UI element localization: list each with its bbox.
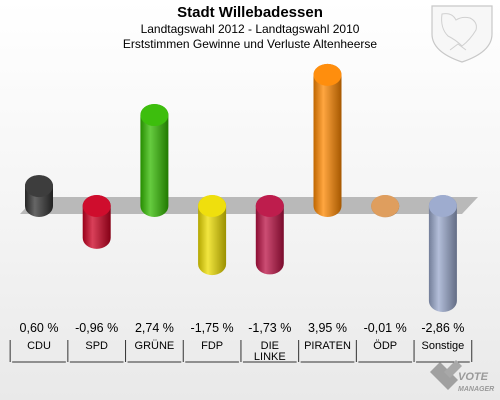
- bar-cap: [371, 195, 400, 217]
- category-label: Sonstige: [421, 340, 464, 352]
- value-label: -1,73 %: [248, 321, 291, 335]
- watermark-line-1: VOTE: [458, 371, 489, 383]
- bar-cap: [313, 63, 342, 86]
- category-label: SPD: [85, 340, 108, 352]
- coat-of-arms-logo: [431, 5, 493, 63]
- bar-cap: [25, 175, 53, 198]
- bar-piraten: [313, 63, 342, 218]
- bar-cap: [428, 195, 457, 217]
- bar-body: [140, 104, 169, 218]
- checkmark-x-icon: [430, 360, 462, 390]
- chart-title: Stadt Willebadessen: [177, 4, 323, 21]
- bar-body: [313, 63, 342, 218]
- bar-cap: [198, 195, 227, 217]
- category-label: FDP: [201, 340, 223, 352]
- bar-cap: [255, 195, 284, 217]
- bar-spd: [82, 195, 111, 249]
- bar-grüne: [140, 104, 169, 218]
- value-label: -2,86 %: [421, 321, 464, 335]
- value-label: -1,75 %: [191, 321, 234, 335]
- category-label: DIE: [261, 340, 279, 352]
- category-label: LINKE: [254, 351, 286, 363]
- category-label: GRÜNE: [135, 340, 175, 352]
- bar-body: [428, 195, 457, 312]
- watermark-line-2: MANAGER: [458, 386, 494, 393]
- bar-cap: [82, 195, 111, 217]
- category-label: ÖDP: [373, 340, 397, 352]
- value-label: 2,74 %: [135, 321, 174, 335]
- bar-ödp: [371, 195, 400, 218]
- bar-cdu: [25, 175, 53, 217]
- bar-sonstige: [428, 195, 457, 312]
- chart-subtitle-2: Erststimmen Gewinne und Verluste Altenhe…: [122, 37, 378, 51]
- zero-baseline-band: [20, 197, 478, 214]
- bar-die-linke: [255, 195, 284, 275]
- bar-cap: [140, 104, 169, 127]
- value-label: 3,95 %: [308, 321, 347, 335]
- value-label: -0,01 %: [364, 321, 407, 335]
- category-label: CDU: [27, 340, 51, 352]
- category-label: PIRATEN: [304, 340, 351, 352]
- vote-manager-watermark: VOTE MANAGER: [430, 360, 494, 393]
- value-label: 0,60 %: [20, 321, 59, 335]
- value-label: -0,96 %: [75, 321, 118, 335]
- chart-subtitle: Landtagswahl 2012 - Landtagswahl 2010: [140, 22, 360, 36]
- chart-header: Stadt Willebadessen Landtagswahl 2012 - …: [0, 4, 500, 52]
- bar-fdp: [198, 195, 227, 276]
